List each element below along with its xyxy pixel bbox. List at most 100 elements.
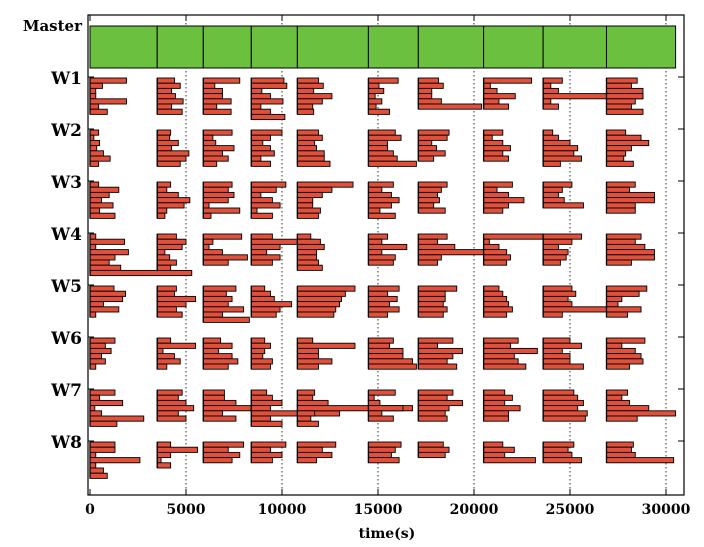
x-axis-label: time(s)	[359, 526, 416, 542]
task-bar	[542, 301, 573, 308]
task-bar	[483, 399, 506, 407]
master-segment	[89, 25, 158, 69]
worker-task-bars	[89, 77, 677, 479]
task-bar	[417, 311, 444, 318]
task-bar	[542, 457, 582, 464]
task-bar	[89, 254, 116, 261]
task-bar	[483, 77, 533, 84]
lane-label-w2: W2	[50, 121, 82, 141]
task-bar	[156, 249, 166, 256]
x-tick-label: 5000	[167, 502, 206, 518]
task-bar	[202, 316, 250, 323]
task-bar	[367, 249, 383, 256]
task-bar	[202, 399, 237, 407]
task-bar	[296, 249, 318, 256]
task-bar	[367, 353, 404, 360]
task-bar	[483, 197, 525, 204]
task-bar	[89, 181, 100, 188]
master-segment	[296, 25, 369, 69]
task-bar	[156, 446, 198, 453]
task-bar	[417, 290, 446, 297]
task-bar	[296, 243, 325, 251]
task-bar	[250, 446, 271, 453]
task-bar	[156, 301, 187, 308]
task-bar	[367, 108, 390, 115]
task-bar	[417, 129, 450, 136]
task-bar	[417, 145, 438, 152]
task-bar	[202, 243, 210, 251]
task-bar	[156, 93, 176, 100]
task-bar	[483, 358, 519, 365]
task-bar	[202, 337, 222, 344]
task-bar	[417, 410, 446, 417]
task-bar	[296, 285, 356, 292]
task-bar	[156, 103, 173, 110]
task-bar	[156, 87, 173, 95]
task-bar	[296, 145, 318, 152]
task-bar	[542, 363, 584, 370]
task-bar	[89, 108, 108, 115]
task-bar	[250, 457, 273, 464]
task-bar	[367, 285, 400, 292]
task-bar	[417, 405, 450, 412]
task-bar	[202, 134, 214, 141]
task-bar	[156, 415, 187, 422]
task-bar	[367, 77, 399, 84]
task-bar	[417, 191, 438, 199]
task-bar	[156, 139, 179, 147]
task-bar	[606, 306, 642, 313]
task-bar	[483, 155, 510, 162]
task-bar	[250, 197, 273, 204]
task-bar	[156, 358, 181, 365]
task-bar	[367, 98, 383, 105]
x-tick-label: 20000	[450, 502, 499, 518]
task-bar	[606, 134, 642, 141]
task-bar	[606, 342, 623, 349]
task-bar	[417, 363, 458, 370]
task-bar	[606, 285, 648, 292]
task-bar	[483, 254, 511, 261]
task-bar	[89, 103, 100, 110]
task-bar	[606, 394, 623, 401]
task-bar	[250, 451, 283, 459]
task-bar	[417, 342, 438, 349]
task-bar	[606, 139, 650, 147]
task-bar	[606, 207, 636, 214]
task-bar	[89, 207, 101, 214]
task-bar	[89, 405, 96, 412]
task-bar	[250, 290, 271, 297]
task-bar	[202, 77, 241, 84]
task-bar	[367, 301, 390, 308]
task-bar	[606, 103, 632, 110]
task-bar	[417, 254, 442, 261]
task-bar	[296, 389, 316, 396]
task-bar	[296, 87, 315, 95]
task-bar	[367, 155, 398, 162]
task-bar	[296, 191, 323, 199]
task-bar	[367, 259, 394, 266]
task-bar	[89, 451, 97, 459]
task-bar	[89, 155, 111, 162]
task-bar	[156, 191, 179, 199]
task-bar	[89, 441, 116, 448]
task-bar	[202, 160, 218, 167]
lane-label-w4: W4	[50, 225, 82, 245]
task-bar	[417, 285, 458, 292]
task-bar	[367, 363, 417, 370]
task-bar	[542, 150, 575, 157]
task-bar	[89, 295, 124, 303]
x-tick-label: 10000	[258, 502, 307, 518]
task-bar	[606, 254, 655, 261]
task-bar	[202, 405, 252, 412]
task-bar	[367, 399, 381, 407]
task-bar	[367, 87, 385, 95]
task-bar	[417, 197, 440, 204]
task-bar	[606, 238, 636, 245]
task-bar	[250, 389, 268, 396]
task-bar	[89, 145, 98, 152]
task-bar	[296, 212, 319, 219]
task-bar	[367, 103, 377, 110]
task-bar	[417, 301, 444, 308]
task-bar	[156, 342, 197, 349]
